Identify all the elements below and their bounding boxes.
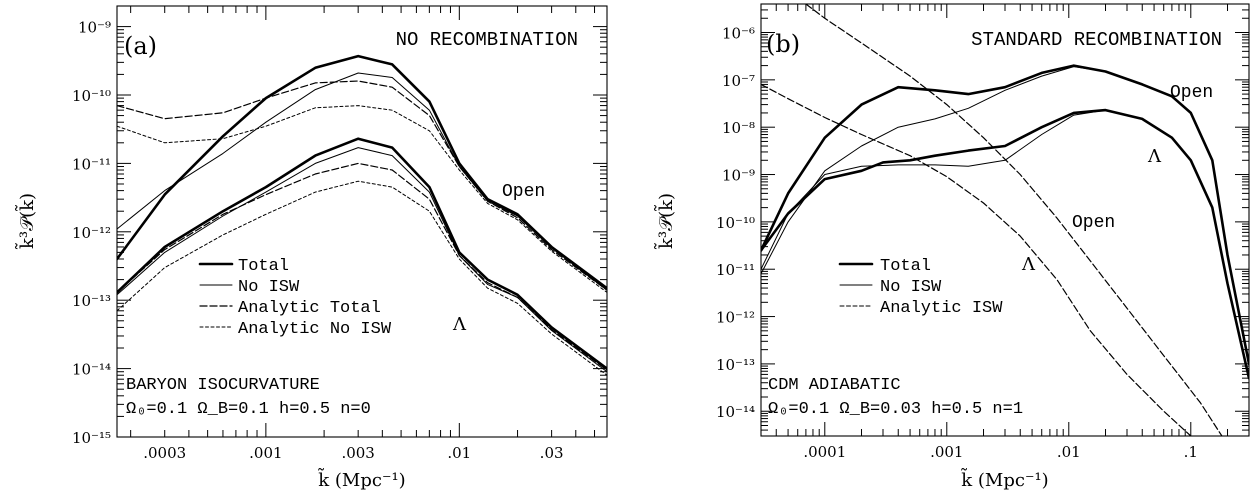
y-tick-label: 10⁻¹³ <box>72 292 111 310</box>
series-line-open-no-isw <box>117 72 607 291</box>
series-line-lambda-analytic-total <box>117 162 607 371</box>
panel-a-bottom-text-1: BARYON ISOCURVATURE <box>126 376 320 395</box>
x-tick-label: .003 <box>341 444 374 462</box>
legend-label-no-isw: No ISW <box>238 278 300 297</box>
panel-a-label: (a) <box>124 32 157 60</box>
legend-label-analytic-isw: Analytic ISW <box>880 299 1003 318</box>
panel-a-annotation-open: Open <box>502 182 545 202</box>
y-tick-label: 10⁻¹² <box>72 224 111 242</box>
panel-b-title: STANDARD RECOMBINATION <box>971 29 1222 51</box>
series-line-open-no-isw <box>761 66 1249 365</box>
x-tick-label: .01 <box>1057 443 1081 461</box>
y-tick-label: 10⁻⁸ <box>722 119 755 137</box>
series-line-open-analytic-total <box>117 80 607 291</box>
y-tick-label: 10⁻⁹ <box>722 167 755 185</box>
series-line-open-analytic-no-isw <box>117 105 607 293</box>
series-line-open-total <box>117 54 607 290</box>
x-tick-label: .03 <box>540 444 564 462</box>
panel-b-x-axis-label: k̃ (Mpc⁻¹) <box>961 468 1049 491</box>
series-line-open-analytic-isw <box>761 83 1192 436</box>
legend-label-no-isw: No ISW <box>880 278 942 297</box>
panel-a-x-axis-label: k̃ (Mpc⁻¹) <box>318 468 406 491</box>
series-line-lambda-total <box>117 137 607 370</box>
panel-b-annotation-lambda-isw: Λ <box>1021 254 1036 275</box>
y-tick-label: 10⁻¹² <box>716 309 755 327</box>
panel-b-legend: Total No ISW Analytic ISW <box>838 257 1003 318</box>
panel-a-tick-labels: .0003 .001 .003 .01 .03 10⁻¹⁵ 10⁻¹⁴ 10⁻¹³ 10⁻¹² 1… <box>72 19 564 462</box>
panel-b-annotation-open-total: Open <box>1170 83 1213 103</box>
legend-label-analytic-total: Analytic Total <box>238 299 381 318</box>
panel-b-label: (b) <box>766 30 800 58</box>
panel-a-curves <box>117 54 607 376</box>
panel-b-tick-labels: .0001 .001 .01 .1 10⁻¹⁴ 10⁻¹³ 10⁻¹² 10⁻¹¹ 10⁻¹⁰ 1… <box>716 25 1198 461</box>
x-tick-label: .1 <box>1184 443 1198 461</box>
x-tick-label: .001 <box>930 443 963 461</box>
panel-a-frame <box>116 5 608 438</box>
panel-a-annotation-lambda: Λ <box>452 314 467 335</box>
y-tick-label: 10⁻¹⁴ <box>72 361 111 379</box>
series-line-lambda-total <box>761 108 1249 380</box>
legend-label-analytic-no-isw: Analytic No ISW <box>238 320 392 339</box>
panel-b-y-axis-label: k̃³𝒫(k̃) <box>654 193 677 250</box>
series-line-lambda-analytic-no-isw <box>117 180 607 376</box>
panel-a-y-axis-label: k̃³𝒫(k̃) <box>15 193 38 250</box>
legend-label-total: Total <box>238 257 289 276</box>
panel-b-curves <box>761 4 1249 436</box>
y-tick-label: 10⁻¹⁰ <box>716 214 755 232</box>
y-tick-label: 10⁻¹⁵ <box>72 429 111 447</box>
x-tick-label: .001 <box>249 444 282 462</box>
series-line-lambda-no-isw <box>761 109 1249 379</box>
panel-b-bottom-text-2: Ω₀=0.1 Ω_B=0.03 h=0.5 n=1 <box>768 400 1023 419</box>
panel-b-ticks <box>760 3 1249 437</box>
legend-label-total: Total <box>880 257 931 276</box>
panel-a: .0003 .001 .003 .01 .03 10⁻¹⁵ 10⁻¹⁴ 10⁻¹³ 10⁻¹² 1… <box>15 5 608 491</box>
y-tick-label: 10⁻¹³ <box>716 356 755 374</box>
panel-b-annotation-lambda-total: Λ <box>1147 146 1162 167</box>
panel-a-legend: Total No ISW Analytic Total Analytic No … <box>198 257 392 339</box>
y-tick-label: 10⁻¹¹ <box>72 155 111 173</box>
panel-a-title: NO RECOMBINATION <box>396 29 578 51</box>
panel-b-bottom-text-1: CDM ADIABATIC <box>768 376 901 395</box>
x-tick-label: .0003 <box>143 444 186 462</box>
panel-a-bottom-text-2: Ω₀=0.1 Ω_B=0.1 h=0.5 n=0 <box>126 400 371 419</box>
y-tick-label: 10⁻⁷ <box>722 72 755 90</box>
panel-b: .0001 .001 .01 .1 10⁻¹⁴ 10⁻¹³ 10⁻¹² 10⁻¹¹ 10⁻¹⁰ 1… <box>654 3 1250 491</box>
y-tick-label: 10⁻¹¹ <box>716 261 755 279</box>
y-tick-label: 10⁻¹⁰ <box>72 87 111 105</box>
panel-b-annotation-open-isw: Open <box>1072 213 1115 233</box>
x-tick-label: .01 <box>447 444 471 462</box>
y-tick-label: 10⁻⁶ <box>722 25 755 43</box>
y-tick-label: 10⁻⁹ <box>78 19 111 37</box>
x-tick-label: .0001 <box>803 443 846 461</box>
panel-a-ticks <box>117 5 607 438</box>
y-tick-label: 10⁻¹⁴ <box>716 403 755 421</box>
series-line-open-total <box>761 64 1249 366</box>
series-line-lambda-analytic-isw <box>805 4 1223 436</box>
